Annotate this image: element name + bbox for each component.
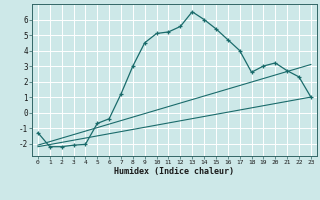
X-axis label: Humidex (Indice chaleur): Humidex (Indice chaleur) (115, 167, 234, 176)
